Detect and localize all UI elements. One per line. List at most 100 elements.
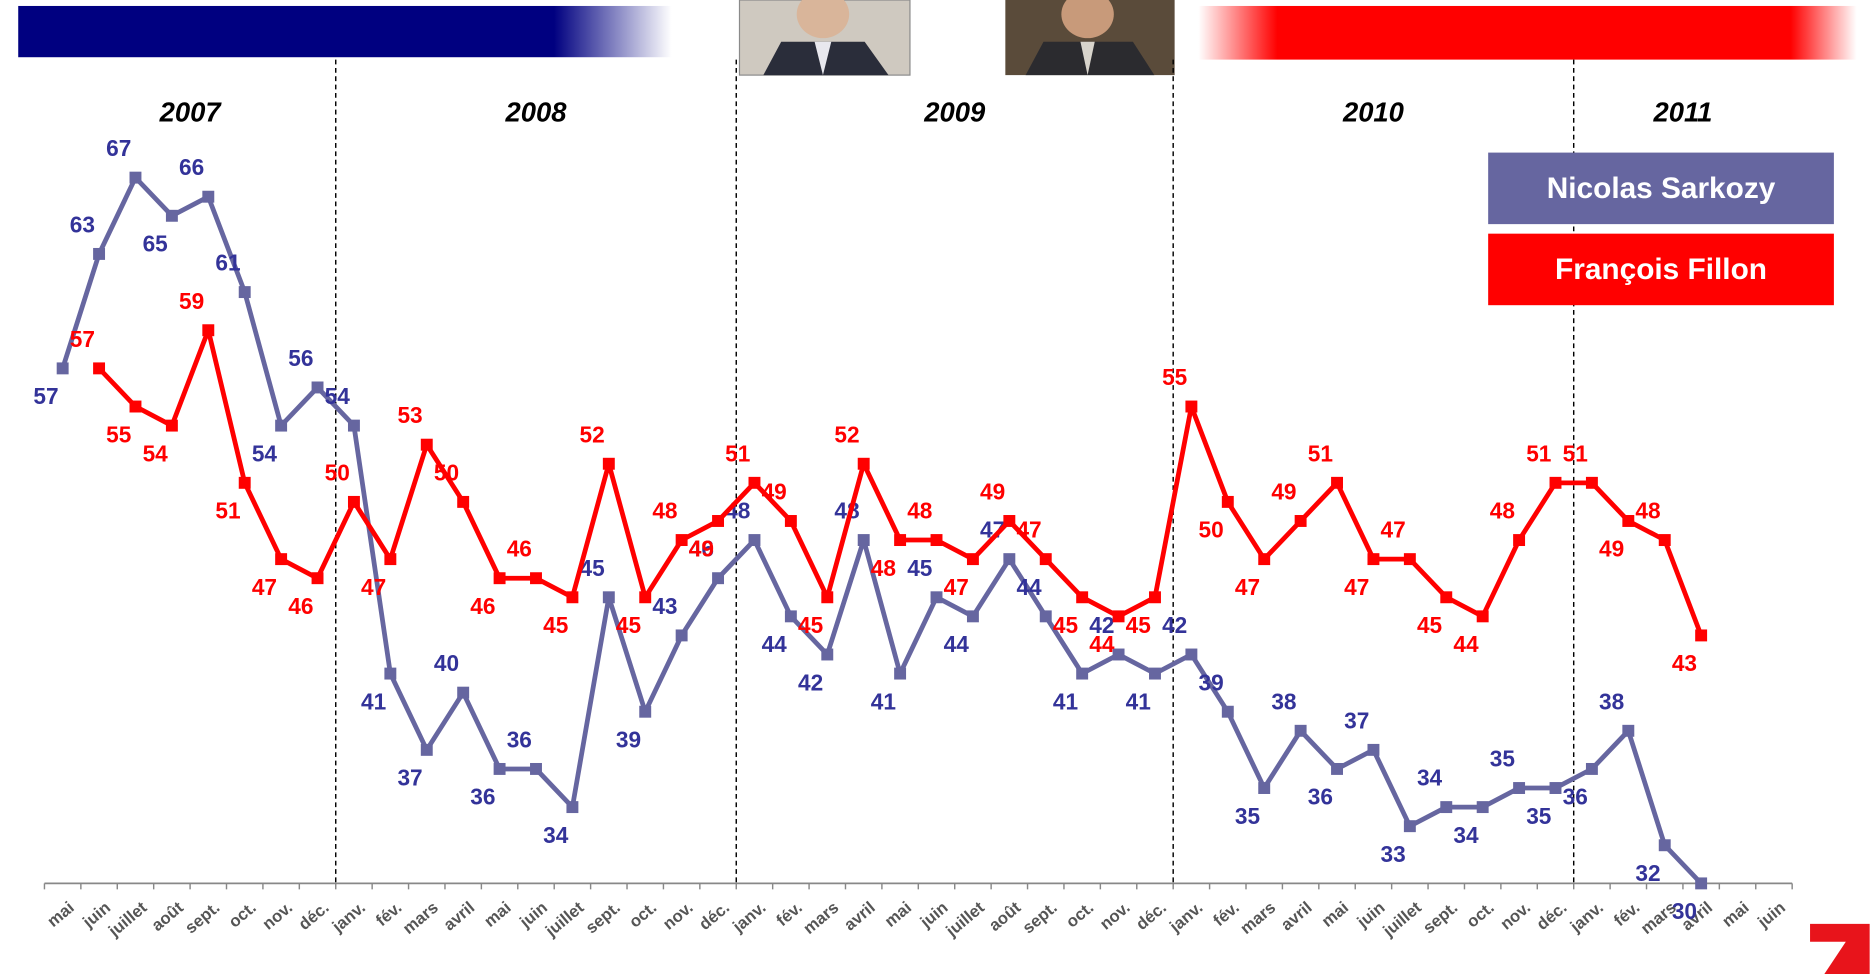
data-point [749, 477, 761, 489]
data-point [1404, 553, 1416, 565]
data-point [1040, 610, 1052, 622]
data-point [1440, 801, 1452, 813]
data-point [1295, 725, 1307, 737]
data-point [894, 668, 906, 680]
data-point [93, 248, 105, 260]
data-label: 47 [361, 574, 386, 600]
data-label: 45 [616, 612, 641, 638]
data-label: 45 [1126, 612, 1151, 638]
data-point [348, 420, 360, 432]
data-label: 30 [1672, 898, 1697, 924]
x-tick-label: déc. [295, 898, 333, 934]
photo-fillon [1005, 0, 1174, 75]
x-tick-label: janv. [728, 898, 769, 937]
data-label: 44 [1453, 631, 1479, 657]
x-tick-label: juillet [104, 898, 151, 941]
data-point [1003, 553, 1015, 565]
logo [1810, 924, 1870, 974]
data-label: 46 [507, 536, 532, 562]
data-label: 48 [1635, 498, 1660, 524]
data-point [530, 572, 542, 584]
data-point [566, 801, 578, 813]
data-label: 47 [1016, 517, 1041, 543]
data-point [676, 534, 688, 546]
data-point [1331, 477, 1343, 489]
data-point [1185, 649, 1197, 661]
x-tick-label: oct. [225, 898, 260, 932]
x-tick-label: juillet [1379, 898, 1426, 941]
data-point [967, 610, 979, 622]
data-label: 49 [1599, 536, 1624, 562]
data-label: 43 [1672, 650, 1697, 676]
data-label: 35 [1526, 803, 1551, 829]
data-label: 49 [762, 479, 787, 505]
data-point [57, 362, 69, 374]
data-point [1586, 477, 1598, 489]
data-point [93, 362, 105, 374]
data-label: 34 [1417, 765, 1443, 791]
data-point [931, 591, 943, 603]
data-point [457, 496, 469, 508]
data-label: 46 [288, 593, 313, 619]
x-tick-label: janv. [1566, 898, 1607, 937]
x-tick-label: mars [800, 898, 843, 938]
data-point [858, 458, 870, 470]
data-label: 47 [1235, 574, 1260, 600]
data-label: 49 [1271, 479, 1296, 505]
data-point [494, 763, 506, 775]
data-label: 41 [361, 688, 386, 714]
x-tick-label: mars [1236, 898, 1279, 938]
data-label: 38 [1271, 688, 1296, 714]
data-label: 36 [507, 726, 532, 752]
data-point [1550, 782, 1562, 794]
data-label: 49 [689, 536, 714, 562]
data-label: 45 [1417, 612, 1442, 638]
x-tick-label: mars [399, 898, 442, 938]
data-label: 61 [215, 250, 240, 276]
data-point [1222, 706, 1234, 718]
data-label: 35 [1235, 803, 1260, 829]
data-label: 63 [70, 211, 95, 237]
data-label: 38 [1599, 688, 1624, 714]
x-tick-label: mai [1318, 898, 1352, 931]
data-point [603, 458, 615, 470]
data-label: 34 [543, 822, 569, 848]
x-tick-label: mai [43, 898, 77, 931]
data-label: 55 [1162, 364, 1187, 390]
data-point [1622, 725, 1634, 737]
x-tick-label: sept. [181, 898, 223, 938]
data-label: 35 [1490, 746, 1515, 772]
data-label: 56 [288, 345, 313, 371]
data-point [1185, 401, 1197, 413]
data-point [1113, 610, 1125, 622]
data-label: 48 [1490, 498, 1515, 524]
data-point [275, 553, 287, 565]
data-label: 49 [980, 479, 1005, 505]
data-label: 36 [1563, 784, 1588, 810]
data-label: 40 [434, 650, 459, 676]
data-point [1550, 477, 1562, 489]
data-point [348, 496, 360, 508]
x-tick-label: janv. [1165, 898, 1206, 937]
data-label: 41 [1126, 688, 1151, 714]
data-point [749, 534, 761, 546]
data-label: 37 [1344, 707, 1369, 733]
x-tick-label: août [985, 898, 1025, 935]
data-point [421, 744, 433, 756]
photo-sarkozy [739, 0, 909, 75]
legend-label: François Fillon [1555, 253, 1767, 286]
data-label: 47 [252, 574, 277, 600]
data-point [931, 534, 943, 546]
data-point [1040, 553, 1052, 565]
data-point [1149, 591, 1161, 603]
data-label: 45 [907, 555, 932, 581]
data-label: 45 [1053, 612, 1078, 638]
x-tick-label: avril [840, 898, 879, 935]
data-point [1003, 515, 1015, 527]
data-label: 44 [1016, 574, 1042, 600]
data-point [1659, 534, 1671, 546]
data-label: 47 [1381, 517, 1406, 543]
data-point [1149, 668, 1161, 680]
x-tick-label: sept. [1019, 898, 1061, 938]
x-tick-label: janv. [328, 898, 369, 937]
